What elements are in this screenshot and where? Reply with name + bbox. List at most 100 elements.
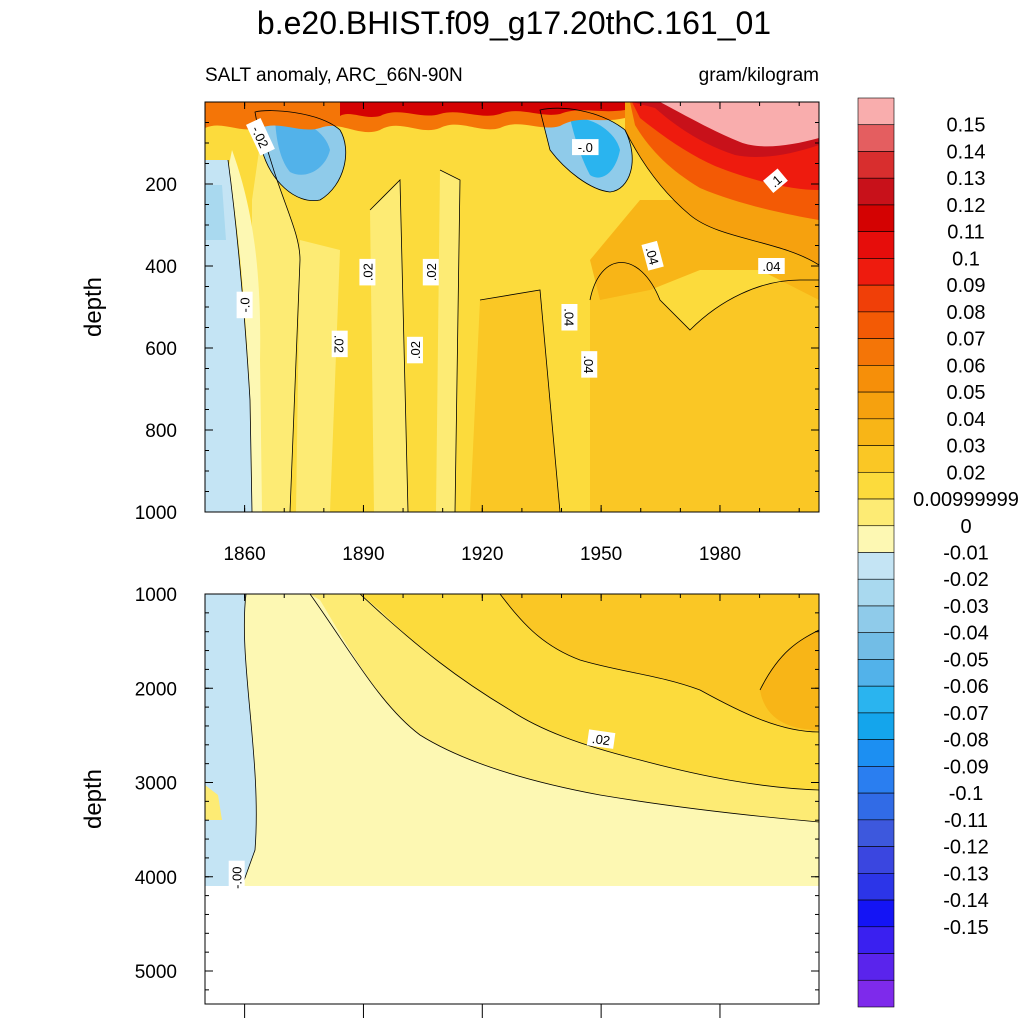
upper-y-tick-label: 400 — [145, 257, 177, 278]
colorbar-swatch — [857, 659, 895, 687]
upper-ticks: 1860 1890 1920 1950 1980 200 400 600 800 1000 — [135, 102, 819, 565]
contour-label: .1 — [763, 168, 788, 193]
lower-y-axis-label: depth — [80, 769, 107, 829]
contour-label-text: .04 — [561, 308, 576, 326]
colorbar-swatch — [857, 525, 895, 553]
colorbar-tick-label: -0.11 — [944, 810, 988, 832]
contour-label-box — [246, 118, 275, 156]
colorbar-swatch — [857, 258, 895, 286]
upper-contour-labels: -.02 -.0.1.02.02.04.04-.0.02.02.04.04 — [236, 118, 788, 378]
colorbar-swatch — [857, 124, 895, 152]
contour-label-box — [422, 258, 439, 286]
contour-label-box — [758, 258, 785, 274]
upper-streak-4 — [436, 170, 460, 512]
colorbar-tick-label: 0.15 — [947, 115, 986, 137]
upper-y-tick-label: 800 — [145, 421, 177, 442]
chart-title: b.e20.BHIST.f09_g17.20thC.161_01 — [257, 5, 771, 41]
upper-y-tick-label: 1000 — [135, 503, 177, 524]
colorbar-tick-label: 0.02 — [947, 462, 986, 484]
colorbar-tick-label: -0.09 — [943, 756, 989, 778]
upper-negative-column — [205, 160, 252, 512]
contour-label: -.0 — [236, 291, 253, 319]
colorbar-swatch — [857, 418, 895, 446]
lower-contour-lines — [241, 594, 819, 887]
contour-label-box — [406, 336, 423, 364]
colorbar-tick-label: 0.04 — [947, 409, 986, 431]
contour-label-box — [359, 258, 376, 286]
upper-fresh-lens-1-core — [275, 117, 330, 175]
colorbar-swatch — [857, 899, 895, 928]
lower-y-tick-label: 2000 — [135, 679, 177, 700]
contour-label-text: .02 — [360, 263, 375, 281]
colorbar-swatch — [857, 926, 895, 954]
upper-x-tick-label: 1890 — [342, 544, 384, 565]
colorbar-tick-label: -0.01 — [943, 543, 989, 565]
colorbar-tick-label: -0.06 — [943, 676, 989, 698]
lower-y-tick-label: 1000 — [135, 585, 177, 606]
upper-x-tick-label: 1950 — [580, 544, 622, 565]
upper-salt-core — [590, 262, 819, 512]
colorbar-tick-label: -0.03 — [943, 596, 989, 618]
lower-band-004 — [500, 594, 819, 732]
contour-label-box — [236, 291, 253, 319]
contour-label-box — [228, 860, 245, 895]
colorbar-swatch — [857, 471, 895, 500]
upper-streak-3 — [296, 240, 340, 512]
colorbar-tick-label: 0.14 — [947, 141, 986, 163]
upper-streak-1 — [252, 130, 300, 512]
colorbar-tick-label: 0.09 — [947, 275, 986, 297]
colorbar-swatch — [857, 391, 895, 420]
colorbar-tick-label: -0.02 — [943, 569, 989, 591]
colorbar-swatch — [857, 819, 895, 847]
upper-salty-surface-cap — [625, 102, 819, 147]
colorbar-tick-label: -0.12 — [943, 837, 989, 859]
upper-pale-band — [228, 150, 262, 512]
colorbar-swatch — [857, 97, 895, 126]
colorbar-tick-label: 0.07 — [947, 329, 986, 351]
contour-label-box — [561, 304, 578, 331]
contour-label-box — [572, 139, 599, 156]
colorbar-tick-label: 0.11 — [947, 222, 984, 244]
upper-y-axis-label: depth — [80, 277, 107, 337]
colorbar-swatch — [857, 151, 895, 179]
colorbar-swatch — [857, 365, 895, 393]
colorbar-swatch — [857, 739, 895, 767]
upper-y-tick-label: 200 — [145, 175, 177, 196]
colorbar-tick-label: -0.07 — [943, 703, 989, 725]
colorbar-tick-label: -0.14 — [943, 890, 989, 912]
colorbar: 0.15 0.14 0.13 0.12 0.11 0.1 0.09 0.08 0.07 0.06 0… — [857, 97, 1019, 1008]
colorbar-swatch — [857, 979, 895, 1008]
lower-y-tick-label: 5000 — [135, 962, 177, 983]
colorbar-tick-label: 0.00999999 — [913, 489, 1019, 511]
chart-subtitle-left: SALT anomaly, ARC_66N-90N — [205, 65, 463, 86]
colorbar-tick-label: -0.15 — [943, 917, 989, 939]
contour-label-text: .02 — [591, 731, 611, 748]
colorbar-swatch — [857, 552, 895, 580]
colorbar-swatch — [857, 605, 895, 634]
contour-label: .02 — [359, 258, 376, 286]
contour-label: -.0 — [572, 139, 599, 156]
colorbar-tick-label: -0.1 — [949, 783, 983, 805]
colorbar-tick-label: -0.05 — [943, 649, 989, 671]
contour-label-text: -.0 — [238, 297, 253, 312]
contour-label-box — [763, 168, 788, 193]
contour-label: .04 — [758, 258, 785, 274]
lower-contour-labels: .02 -.00 — [228, 729, 616, 895]
colorbar-swatch — [857, 792, 895, 821]
colorbar-swatch — [857, 766, 895, 794]
colorbar-tick-label: 0.13 — [947, 168, 986, 190]
contour-label: .02 — [586, 729, 616, 749]
contour-label-text: .02 — [424, 263, 439, 281]
upper-x-tick-label: 1920 — [461, 544, 503, 565]
lower-pale-patch — [205, 785, 222, 820]
contour-label-text: -.00 — [230, 866, 245, 888]
colorbar-tick-label: 0 — [960, 516, 971, 538]
colorbar-tick-label: 0.08 — [947, 302, 986, 324]
contour-label: .02 — [422, 258, 439, 286]
colorbar-swatch — [857, 177, 895, 206]
lower-panel: .02 -.00 1000 2000 3000 4000 5000 depth — [80, 585, 820, 1018]
upper-salt-core-2 — [470, 290, 560, 512]
contour-label-box — [586, 729, 616, 749]
colorbar-tick-label: 0.03 — [947, 436, 986, 458]
colorbar-swatch — [857, 873, 895, 901]
